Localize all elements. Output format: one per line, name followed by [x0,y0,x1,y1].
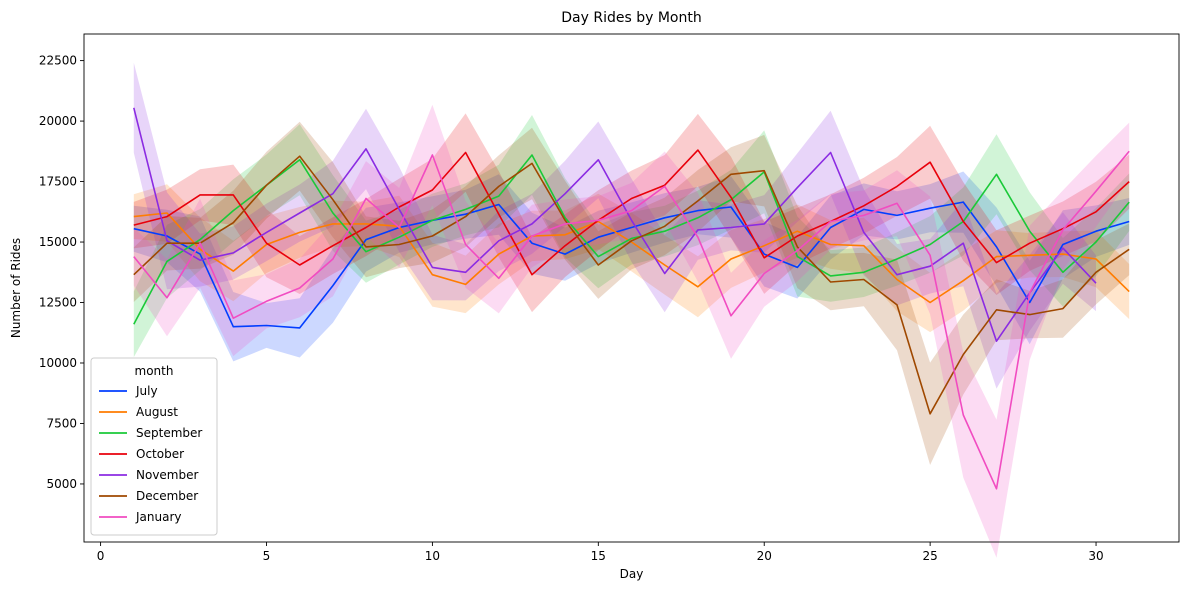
confidence-band-august [133,184,1130,333]
series-line-july [133,201,1130,329]
series-line-august [133,212,1130,304]
x-tick-label: 15 [591,549,606,563]
y-tick-label: 15000 [39,235,77,249]
legend-label: October [136,447,184,461]
y-tick-label: 22500 [39,54,77,68]
legend-item-november: November [99,468,198,482]
x-tick-label: 0 [97,549,105,563]
legend-label: July [135,384,158,398]
legend-label: December [136,489,198,503]
legend-items: July August September October November Decemb… [99,384,202,524]
legend-title: month [135,364,174,378]
legend-item-october: October [99,447,184,461]
x-tick-label: 25 [922,549,937,563]
chart-title: Day Rides by Month [561,10,701,26]
x-tick-label: 20 [757,549,772,563]
y-tick-label: 5000 [46,477,77,491]
y-tick-label: 12500 [39,296,77,310]
confidence-band-november [133,62,1097,389]
y-axis-ticks: 5000 7500 10000 12500 15000 17500 20000 22500 [39,54,84,491]
y-tick-label: 7500 [46,416,77,430]
series-line-november [133,107,1097,343]
series-line-october [133,149,1130,276]
legend-item-august: August [99,405,178,419]
y-tick-label: 17500 [39,175,77,189]
confidence-band-october [133,113,1130,313]
x-tick-label: 5 [263,549,271,563]
legend-label: September [136,426,202,440]
legend-item-september: September [99,426,202,440]
y-tick-label: 10000 [39,356,77,370]
x-tick-label: 30 [1088,549,1103,563]
legend-label: January [135,510,182,524]
series-line-december [133,155,1130,415]
legend-item-january: January [99,510,182,524]
confidence-band-september [133,115,1130,358]
legend: month July August September October November… [90,357,218,536]
y-tick-label: 20000 [39,114,77,128]
legend-box [90,357,218,536]
confidence-band-july [133,171,1130,362]
y-axis-label: Number of Rides [9,238,23,338]
x-axis-ticks: 0 5 10 15 20 25 30 [97,542,1104,563]
axes-frame [83,33,1180,543]
series-lines [133,107,1130,490]
legend-label: November [136,468,198,482]
x-tick-label: 10 [425,549,440,563]
series-line-january [133,150,1130,490]
legend-item-july: July [99,384,158,398]
legend-item-december: December [99,489,198,503]
x-axis-label: Day [620,567,644,581]
legend-label: August [136,405,178,419]
confidence-bands [133,62,1130,558]
